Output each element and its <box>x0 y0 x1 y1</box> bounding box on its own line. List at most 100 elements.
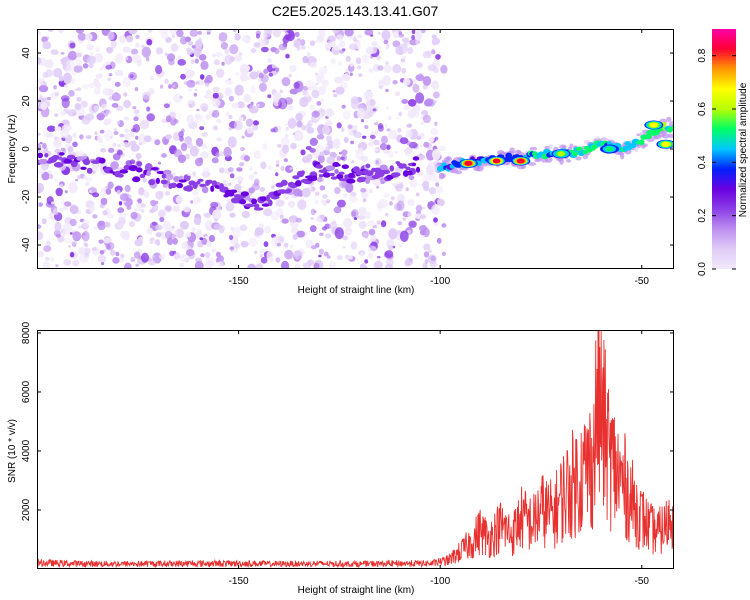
noise-blob <box>239 224 248 232</box>
noise-blob <box>276 208 284 217</box>
noise-blob <box>201 106 208 112</box>
track-core <box>638 139 645 146</box>
noise-blob <box>325 146 330 152</box>
noise-blob <box>119 193 129 201</box>
noise-blob <box>175 195 183 204</box>
noise-blob <box>169 250 175 257</box>
noise-blob <box>376 185 380 189</box>
band-blob <box>206 179 213 184</box>
noise-blob <box>284 123 289 127</box>
noise-blob <box>135 34 140 39</box>
noise-blob <box>148 29 153 33</box>
noise-blob <box>358 206 367 216</box>
noise-blob <box>161 31 169 40</box>
noise-blob <box>362 107 373 119</box>
noise-blob <box>361 54 370 64</box>
noise-blob <box>270 46 277 53</box>
noise-blob <box>118 34 127 44</box>
noise-blob <box>228 127 232 131</box>
noise-blob <box>360 263 367 269</box>
noise-blob <box>123 92 128 97</box>
noise-blob <box>371 41 378 47</box>
noise-blob <box>118 201 123 206</box>
noise-blob <box>246 127 254 134</box>
noise-blob <box>202 32 206 35</box>
noise-blob <box>392 31 399 39</box>
noise-blob <box>267 94 272 99</box>
band-blob <box>146 170 151 177</box>
noise-blob <box>214 218 218 222</box>
noise-blob <box>114 128 118 132</box>
noise-blob <box>349 72 353 77</box>
band-blob <box>76 156 85 161</box>
noise-blob <box>71 240 78 246</box>
noise-blob <box>133 116 139 122</box>
noise-blob <box>377 257 381 261</box>
noise-blob <box>75 29 85 34</box>
noise-blob <box>332 138 341 150</box>
noise-blob <box>83 247 91 255</box>
noise-blob <box>97 221 105 226</box>
noise-blob <box>146 57 150 62</box>
noise-blob <box>110 40 117 48</box>
noise-blob <box>422 76 432 86</box>
noise-blob <box>268 72 273 77</box>
noise-blob <box>430 255 436 262</box>
noise-blob <box>340 156 345 160</box>
noise-blob <box>111 103 119 108</box>
noise-blob <box>204 82 210 87</box>
noise-blob <box>266 250 274 260</box>
noise-blob <box>385 106 389 110</box>
noise-blob <box>105 109 112 115</box>
band-blob <box>312 175 318 181</box>
noise-blob <box>373 139 381 146</box>
track-halo <box>440 173 446 179</box>
noise-blob <box>364 90 374 101</box>
noise-blob <box>295 113 303 122</box>
noise-blob <box>305 80 315 89</box>
noise-blob <box>72 231 82 242</box>
noise-blob <box>397 127 402 133</box>
noise-blob <box>406 123 413 128</box>
noise-blob <box>239 162 245 167</box>
noise-blob <box>319 232 324 236</box>
noise-blob <box>53 85 57 90</box>
noise-blob <box>95 81 102 89</box>
noise-blob <box>364 211 371 220</box>
noise-blob <box>276 242 281 247</box>
noise-blob <box>289 167 293 170</box>
noise-blob <box>301 125 307 131</box>
noise-blob <box>187 232 191 238</box>
noise-blob <box>287 200 296 208</box>
noise-blob <box>132 106 137 110</box>
noise-blob <box>333 45 340 51</box>
noise-blob <box>44 59 54 69</box>
noise-blob <box>109 136 113 139</box>
noise-blob <box>141 44 145 48</box>
band-blob <box>341 164 349 169</box>
noise-blob <box>415 74 425 82</box>
noise-blob <box>352 129 357 134</box>
noise-blob <box>200 151 209 159</box>
band-blob <box>334 163 341 167</box>
noise-blob <box>334 76 343 84</box>
noise-blob <box>281 137 290 148</box>
noise-blob <box>99 129 105 134</box>
noise-blob <box>377 65 384 71</box>
noise-blob <box>326 255 331 259</box>
noise-blob <box>134 238 143 247</box>
noise-blob <box>389 201 393 206</box>
noise-blob <box>435 54 441 60</box>
noise-blob <box>287 118 297 129</box>
noise-blob <box>175 228 184 239</box>
noise-blob <box>166 237 174 246</box>
noise-blob <box>48 173 54 180</box>
noise-blob <box>240 240 249 248</box>
noise-blob <box>46 125 56 132</box>
track-halo <box>620 152 625 160</box>
noise-blob <box>294 263 301 269</box>
noise-blob <box>233 120 243 131</box>
x-tick-label: -50 <box>635 276 650 287</box>
noise-blob <box>124 143 131 148</box>
noise-blob <box>215 51 223 58</box>
